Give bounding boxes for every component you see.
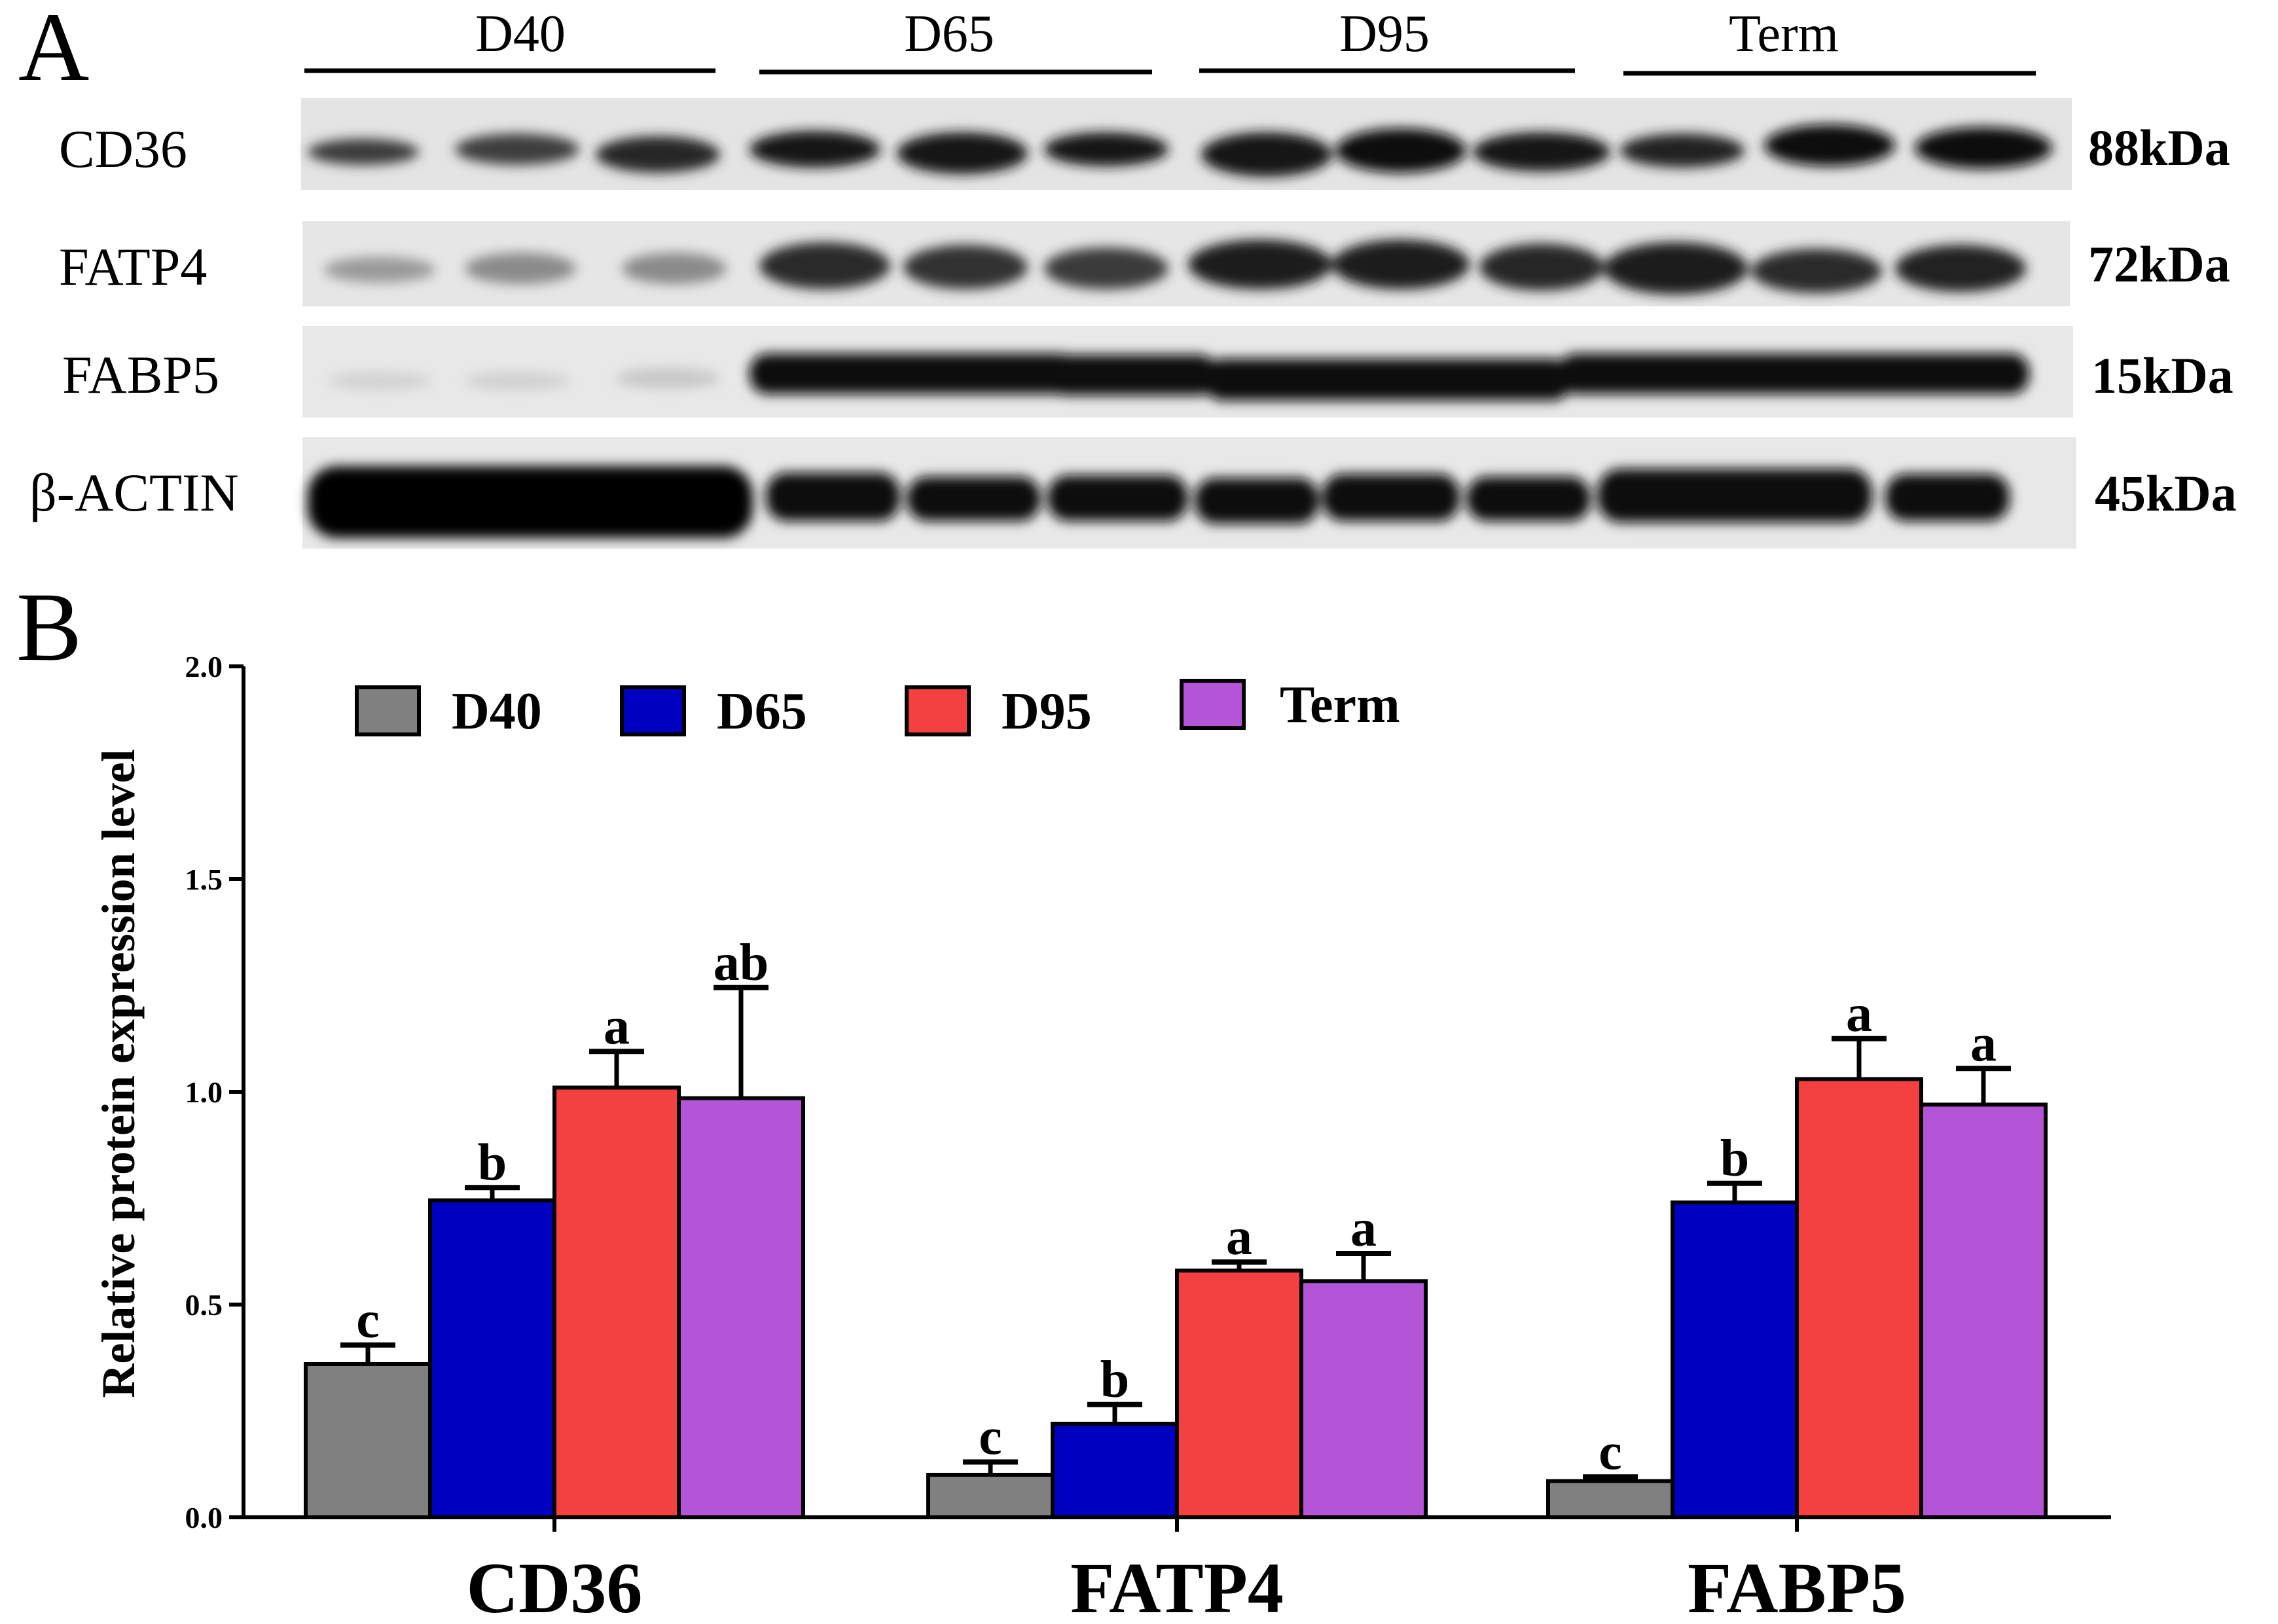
group-label-d95: D95 [1339, 5, 1430, 63]
blot-row-cd36: CD36 88kDa [59, 98, 2230, 190]
blot-row-fabp5: FABP5 15kDa [62, 326, 2233, 418]
legend-label: D40 [452, 683, 542, 740]
bar [1175, 1269, 1303, 1519]
significance-label: c [1599, 1423, 1622, 1481]
significance-label: b [478, 1134, 507, 1191]
group-header-d40: D40 [304, 5, 715, 73]
significance-label: a [1846, 985, 1872, 1043]
blot-bands-cd36 [308, 124, 2052, 177]
kda-label-fabp5: 15kDa [2091, 347, 2233, 404]
chart-legend: D40 D65 D95 Term [355, 676, 1400, 740]
bar [1546, 1479, 1674, 1519]
group-label-d40: D40 [475, 5, 566, 63]
legend-swatch [1180, 679, 1246, 730]
bar [552, 1085, 681, 1519]
group-header-term: Term [1623, 5, 2036, 76]
blot-bands-beta-actin [308, 466, 2010, 538]
blot-bands-fabp5 [327, 353, 2029, 401]
bar [926, 1473, 1055, 1519]
bar [1795, 1077, 1923, 1519]
group-label-term: Term [1729, 5, 1839, 63]
panel-a-letter: A [18, 0, 89, 101]
y-axis-label: Relative protein expression level [92, 749, 145, 1398]
y-tick-label: 0.0 [185, 1501, 223, 1534]
significance-label: b [1100, 1351, 1130, 1409]
chart-error-bars [340, 984, 2011, 1481]
significance-label: a [604, 998, 630, 1055]
x-category-label: CD36 [467, 1548, 643, 1624]
blot-bands-fatp4 [324, 240, 2026, 295]
bar [428, 1198, 556, 1519]
significance-label: ab [714, 934, 769, 992]
kda-label-beta-actin: 45kDa [2095, 465, 2237, 522]
protein-label-cd36: CD36 [59, 119, 187, 179]
significance-label: c [356, 1291, 380, 1349]
blot-row-beta-actin: β-ACTIN 45kDa [29, 437, 2237, 549]
protein-label-beta-actin: β-ACTIN [29, 463, 239, 522]
blot-row-fatp4: FATP4 72kDa [59, 221, 2230, 306]
legend-swatch [355, 685, 421, 736]
significance-label: a [1970, 1015, 1997, 1072]
legend-label: Term [1280, 676, 1400, 734]
group-header-d65: D65 [759, 5, 1152, 75]
chart-y-ticks: 0.0 0.5 1.0 1.5 2.0 [185, 650, 244, 1534]
significance-label: b [1720, 1130, 1750, 1187]
chart-bars [304, 1077, 2048, 1519]
y-tick-label: 2.0 [185, 650, 223, 683]
significance-label: a [1226, 1208, 1252, 1266]
significance-label: a [1350, 1200, 1377, 1257]
legend-swatch [905, 685, 971, 736]
legend-swatch [620, 685, 686, 736]
chart-category-labels: CD36 FATP4 FABP5 [467, 1517, 1906, 1624]
y-tick-label: 1.5 [185, 863, 223, 896]
y-tick-label: 0.5 [185, 1288, 223, 1322]
kda-label-cd36: 88kDa [2088, 119, 2230, 176]
protein-label-fatp4: FATP4 [59, 237, 207, 297]
legend-label: D95 [1002, 683, 1092, 740]
bar [1671, 1200, 1799, 1519]
significance-label: c [979, 1409, 1002, 1466]
group-header-d95: D95 [1199, 5, 1575, 73]
bar [1299, 1279, 1428, 1519]
kda-label-fatp4: 72kDa [2088, 236, 2230, 293]
bar [1919, 1102, 2048, 1519]
bar [677, 1096, 805, 1519]
protein-label-fabp5: FABP5 [62, 345, 219, 405]
western-blot-group-headers: D40 D65 D95 Term [304, 5, 2036, 76]
bar [1051, 1422, 1179, 1519]
panel-b-letter: B [16, 573, 82, 681]
bar-chart: c b a ab c b a a c b a a 0.0 0.5 1.0 1.5 2.0 CD36 FATP4 F… [92, 650, 2111, 1624]
x-category-label: FABP5 [1688, 1548, 1906, 1624]
chart-significance-labels: c b a ab c b a a c b a a [356, 934, 1997, 1481]
y-tick-label: 1.0 [185, 1075, 223, 1109]
group-label-d65: D65 [904, 5, 994, 63]
x-category-label: FATP4 [1070, 1548, 1284, 1624]
bar [304, 1362, 432, 1519]
legend-label: D65 [717, 683, 807, 740]
